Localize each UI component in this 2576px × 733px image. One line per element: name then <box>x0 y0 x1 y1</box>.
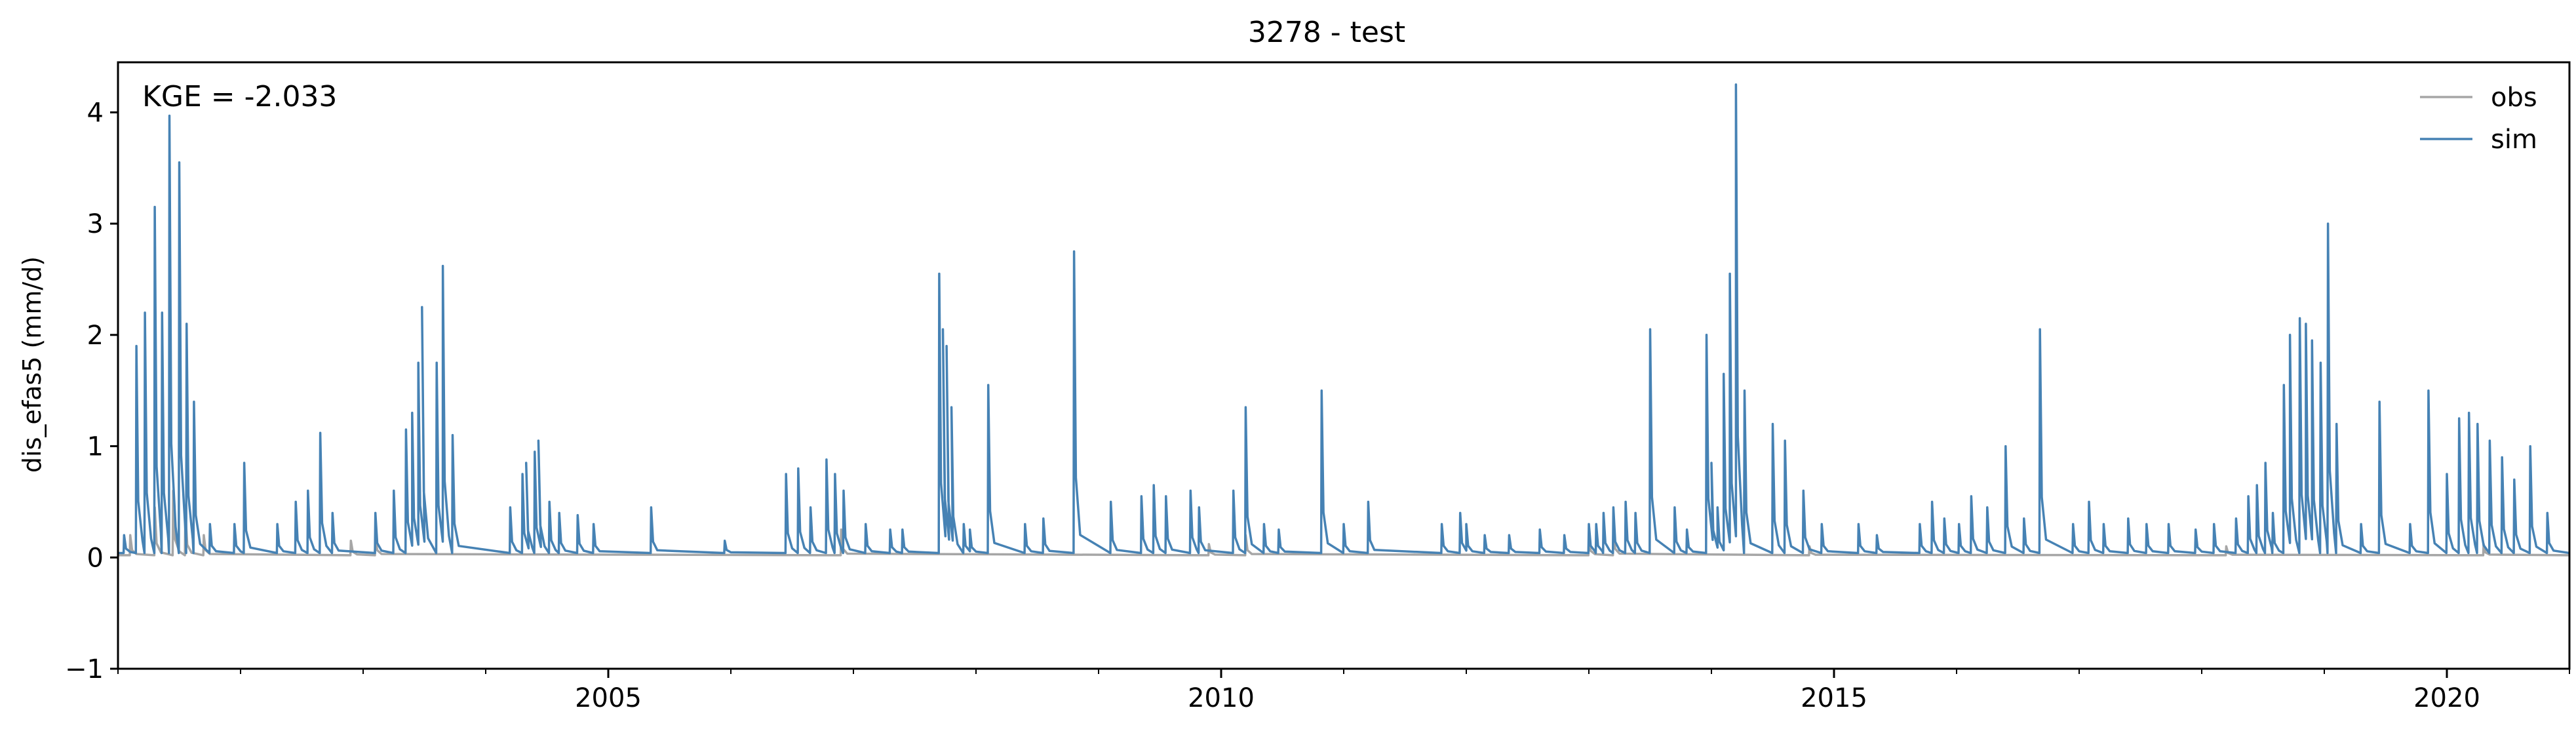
chart-title: 3278 - test <box>1248 16 1405 49</box>
legend: obs sim <box>2420 83 2537 155</box>
legend-label-sim: sim <box>2491 125 2537 155</box>
kge-annotation: KGE = -2.033 <box>142 80 337 113</box>
y-tick-label: 0 <box>87 543 104 573</box>
x-tick-label: 2010 <box>1188 683 1255 713</box>
x-tick-label: 2005 <box>575 683 642 713</box>
x-tick-label: 2015 <box>1801 683 1867 713</box>
x-axis: 2005 2010 2015 2020 <box>117 669 2570 713</box>
series-layer <box>118 83 2570 557</box>
y-axis-label: dis_efas5 (mm/d) <box>18 256 47 473</box>
y-tick-label: 2 <box>87 321 104 351</box>
legend-label-obs: obs <box>2491 83 2537 113</box>
plot-area: −1 0 1 2 3 4 2005 2010 2015 2020 KGE = -2.033 ob… <box>65 61 2571 713</box>
y-axis: −1 0 1 2 3 4 <box>65 98 118 684</box>
y-tick-label: −1 <box>65 654 104 684</box>
y-tick-label: 4 <box>87 98 104 128</box>
y-tick-label: 1 <box>87 432 104 462</box>
x-tick-label: 2020 <box>2413 683 2480 713</box>
series-line-sim <box>118 83 2570 555</box>
y-tick-label: 3 <box>87 209 104 239</box>
